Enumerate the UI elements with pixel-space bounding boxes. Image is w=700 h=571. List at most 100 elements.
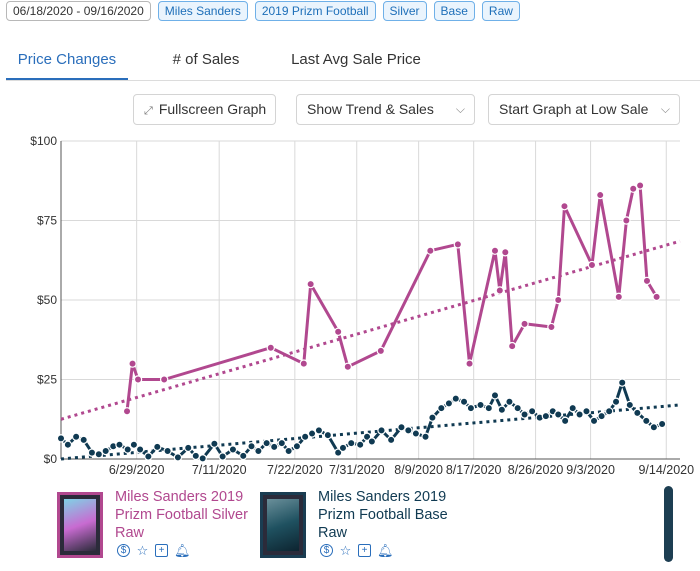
data-point-base bbox=[247, 442, 256, 451]
data-point-base bbox=[397, 423, 406, 432]
filter-tag-player[interactable]: Miles Sanders bbox=[157, 1, 248, 21]
chevron-down-icon: ⌵ bbox=[660, 102, 670, 116]
data-point-silver bbox=[554, 295, 563, 305]
data-point-base bbox=[173, 453, 183, 462]
scrollbar-thumb[interactable] bbox=[664, 486, 673, 562]
data-point-base bbox=[184, 443, 193, 453]
trend-select[interactable]: Show Trend & Sales ⌵ bbox=[296, 94, 475, 125]
data-point-silver bbox=[426, 246, 435, 255]
data-point-silver bbox=[376, 346, 386, 356]
card-title-silver[interactable]: Miles Sanders 2019 Prizm Football Silver… bbox=[115, 488, 248, 542]
card-title-line: Raw bbox=[318, 525, 348, 541]
start-graph-select[interactable]: Start Graph at Low Sale ⌵ bbox=[488, 94, 680, 125]
data-point-base bbox=[210, 439, 219, 448]
data-point-base bbox=[568, 403, 577, 413]
data-point-base bbox=[575, 410, 584, 419]
data-point-base bbox=[428, 413, 437, 422]
tab-number-of-sales[interactable]: # of Sales bbox=[172, 51, 240, 68]
data-point-silver bbox=[299, 359, 308, 368]
data-point-base bbox=[239, 451, 248, 461]
data-point-base bbox=[633, 408, 642, 418]
card-legend: Miles Sanders 2019 Prizm Football Silver… bbox=[0, 486, 700, 571]
data-point-base bbox=[459, 397, 469, 406]
data-point-base bbox=[444, 399, 454, 408]
data-point-base bbox=[56, 434, 66, 443]
filter-tags: 06/18/2020 - 09/16/2020 Miles Sanders 20… bbox=[6, 1, 520, 21]
price-chart[interactable]: $0 $25 $50 $75 $100 6/29/2020 7/11/2020 7/22/20… bbox=[0, 130, 700, 480]
data-point-base bbox=[484, 403, 493, 413]
card-image-base[interactable] bbox=[260, 492, 306, 558]
data-point-silver bbox=[453, 240, 463, 249]
data-point-silver bbox=[652, 292, 661, 302]
data-point-silver bbox=[133, 375, 143, 384]
filter-tag-variant[interactable]: Base bbox=[433, 1, 475, 21]
data-point-base bbox=[437, 403, 446, 413]
chart-tabs: Price Changes # of Sales Last Avg Sale P… bbox=[6, 44, 700, 81]
data-point-base bbox=[490, 391, 500, 400]
data-point-silver bbox=[266, 343, 275, 352]
y-tick-label: $75 bbox=[37, 214, 57, 228]
data-point-base bbox=[362, 432, 372, 441]
plus-icon[interactable]: + bbox=[155, 544, 168, 557]
data-point-silver bbox=[122, 407, 132, 416]
fullscreen-graph-button[interactable]: ⤢ Fullscreen Graph bbox=[133, 94, 276, 125]
bell-icon[interactable]: 🔔︎ bbox=[174, 543, 191, 558]
data-point-base bbox=[355, 440, 365, 449]
y-tick-label: $25 bbox=[37, 373, 57, 387]
filter-tag-parallel[interactable]: Silver bbox=[382, 1, 427, 21]
data-point-base bbox=[63, 440, 73, 449]
y-tick-label: $100 bbox=[30, 134, 57, 148]
chevron-down-icon: ⌵ bbox=[455, 102, 465, 116]
data-point-base bbox=[649, 423, 659, 432]
data-point-base bbox=[589, 416, 599, 426]
x-tick-label: 9/3/2020 bbox=[566, 463, 615, 477]
data-point-base bbox=[520, 410, 529, 419]
dollar-icon[interactable]: $ bbox=[320, 544, 333, 557]
expand-icon: ⤢ bbox=[144, 105, 153, 117]
data-point-base bbox=[115, 440, 124, 449]
card-title-line: Miles Sanders 2019 bbox=[318, 489, 447, 505]
data-point-base bbox=[554, 410, 563, 419]
card-title-base[interactable]: Miles Sanders 2019 Prizm Football Base R… bbox=[318, 488, 448, 542]
data-point-base bbox=[466, 403, 476, 413]
date-range-tag[interactable]: 06/18/2020 - 09/16/2020 bbox=[6, 1, 151, 21]
data-point-base bbox=[411, 429, 421, 438]
trend-select-value: Show Trend & Sales bbox=[307, 101, 434, 117]
tab-price-changes[interactable]: Price Changes bbox=[6, 44, 128, 80]
data-point-base bbox=[560, 416, 570, 426]
bell-icon[interactable]: 🔔︎ bbox=[377, 543, 394, 558]
y-tick-label: $0 bbox=[44, 452, 58, 466]
card-title-line: Raw bbox=[115, 525, 145, 541]
data-point-base bbox=[94, 450, 104, 459]
data-point-base bbox=[611, 397, 621, 406]
data-point-base bbox=[421, 432, 430, 441]
plus-icon[interactable]: + bbox=[358, 544, 371, 557]
card-image-silver[interactable] bbox=[57, 492, 103, 558]
filter-tag-set[interactable]: 2019 Prizm Football bbox=[254, 1, 376, 21]
dollar-icon[interactable]: $ bbox=[117, 544, 130, 557]
data-point-base bbox=[135, 445, 145, 454]
data-point-silver bbox=[547, 322, 556, 332]
card-title-line: Prizm Football Silver bbox=[115, 507, 248, 523]
data-point-base bbox=[404, 426, 413, 435]
data-point-silver bbox=[642, 276, 652, 286]
data-point-base bbox=[367, 437, 377, 446]
data-point-base bbox=[505, 397, 514, 406]
filter-tag-grade[interactable]: Raw bbox=[481, 1, 520, 21]
data-point-silver bbox=[128, 359, 137, 368]
data-point-silver bbox=[507, 341, 517, 351]
x-tick-label: 6/29/2020 bbox=[109, 463, 165, 477]
data-point-base bbox=[129, 440, 139, 449]
data-point-base bbox=[153, 442, 162, 452]
data-point-base bbox=[386, 435, 396, 445]
data-point-silver bbox=[635, 181, 645, 190]
card-title-line: Miles Sanders 2019 bbox=[115, 489, 244, 505]
data-point-base bbox=[451, 394, 460, 403]
data-point-base bbox=[625, 400, 634, 410]
star-icon[interactable]: ☆ bbox=[136, 543, 149, 558]
data-point-silver bbox=[629, 184, 638, 193]
tab-last-avg-sale-price[interactable]: Last Avg Sale Price bbox=[291, 51, 421, 68]
data-point-silver bbox=[343, 362, 353, 371]
data-point-base bbox=[527, 407, 537, 416]
star-icon[interactable]: ☆ bbox=[339, 543, 352, 558]
